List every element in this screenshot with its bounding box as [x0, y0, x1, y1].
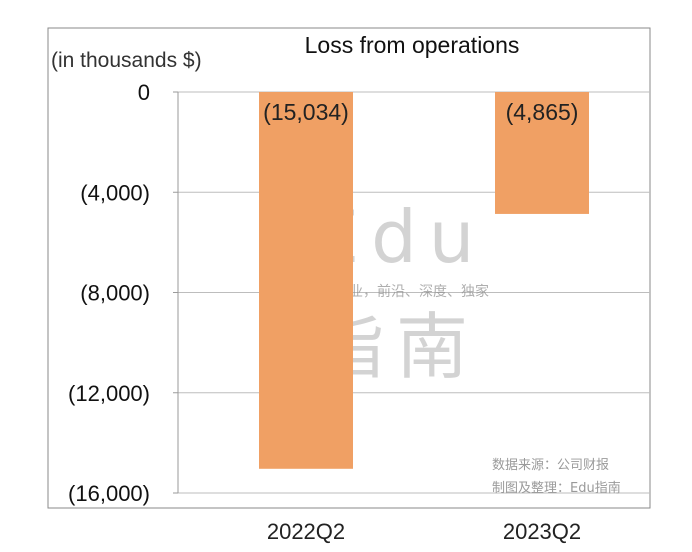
data-label: (4,865) — [506, 99, 579, 125]
chart-title: Loss from operations — [305, 32, 520, 58]
y-tick-labels: 0 (4,000) (8,000) (12,000) (16,000) — [68, 80, 150, 506]
data-label: (15,034) — [263, 99, 349, 125]
y-tick-label: (4,000) — [80, 180, 150, 205]
y-tick-label: (8,000) — [80, 281, 150, 306]
y-tick-label: 0 — [138, 80, 150, 105]
y-tick-label: (12,000) — [68, 381, 150, 406]
x-tick-label: 2023Q2 — [503, 519, 581, 544]
x-tick-labels: 2022Q2 2023Q2 — [267, 519, 581, 544]
source-line-1: 数据来源：公司财报 — [492, 458, 609, 473]
source-line-2: 制图及整理：Edu指南 — [492, 480, 621, 496]
bars — [259, 92, 589, 469]
bar-2022Q2 — [259, 92, 353, 469]
x-tick-label: 2022Q2 — [267, 519, 345, 544]
unit-label: (in thousands $) — [51, 49, 202, 72]
y-tick-label: (16,000) — [68, 481, 150, 506]
bar-2023Q2 — [495, 92, 589, 214]
data-labels: (15,034) (4,865) — [263, 99, 578, 125]
chart-frame — [47, 27, 651, 509]
